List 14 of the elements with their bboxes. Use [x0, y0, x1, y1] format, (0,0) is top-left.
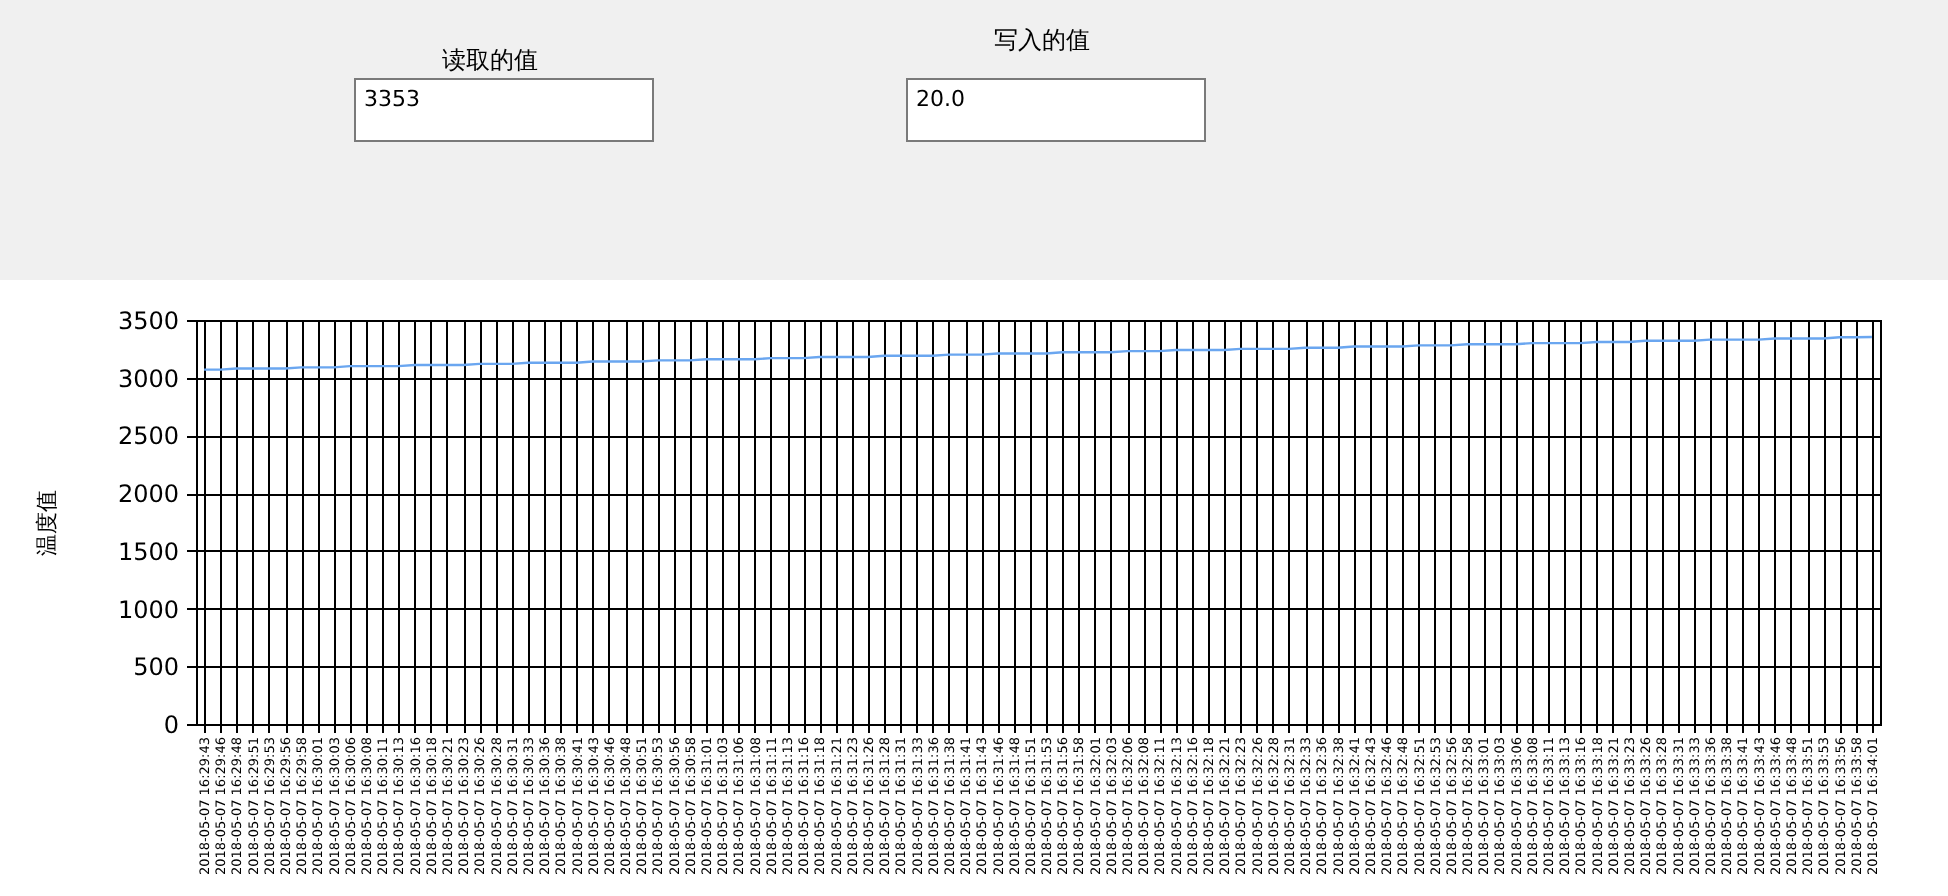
text: 读取的值 — [442, 44, 538, 78]
text: 写入的值 — [994, 24, 1090, 58]
y-tick-label: 1500 — [117, 537, 179, 566]
y-tick-label: 2500 — [117, 422, 179, 451]
y-axis-title: 温度值 — [33, 490, 60, 556]
y-tick-label: 3000 — [117, 364, 179, 393]
line-series — [202, 335, 1874, 371]
y-tick-label: 500 — [133, 653, 179, 682]
text-field: 3353 — [354, 78, 654, 142]
y-tick-label: 1000 — [117, 595, 179, 624]
text-field: 20.0 — [906, 78, 1206, 142]
y-tick-label: 2000 — [117, 480, 179, 509]
y-tick-label: 3500 — [117, 307, 179, 335]
y-tick-label: 0 — [163, 711, 179, 739]
